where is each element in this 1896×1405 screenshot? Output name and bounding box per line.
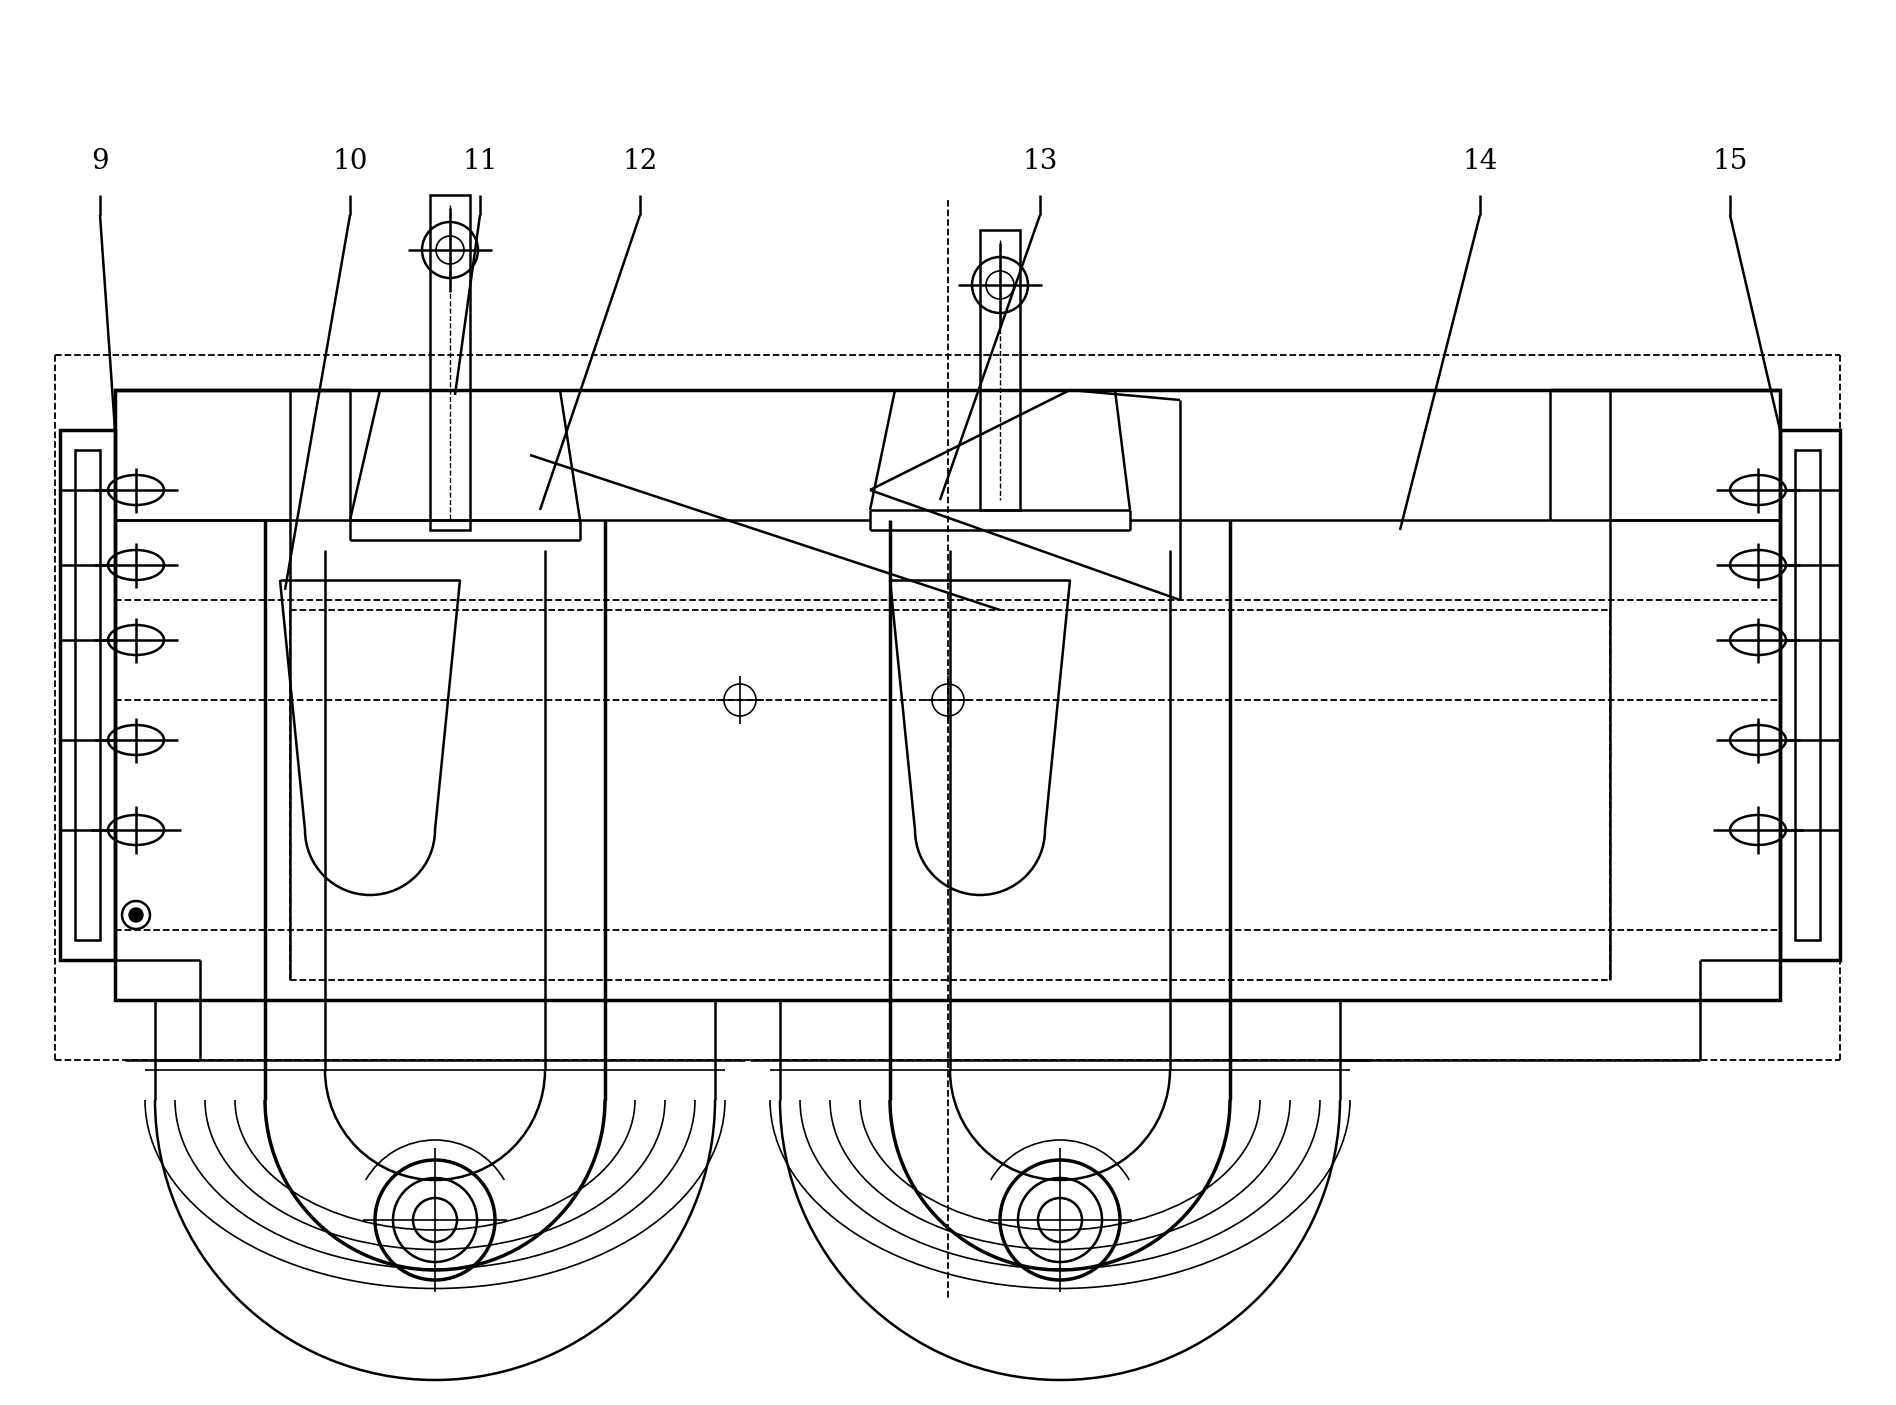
Text: 9: 9 (91, 148, 108, 176)
Bar (61, 430, 116, 960)
Text: 10: 10 (332, 148, 368, 176)
Text: 15: 15 (1712, 148, 1748, 176)
Text: 12: 12 (622, 148, 658, 176)
Bar (76, 450, 100, 940)
Bar (1796, 450, 1820, 940)
Text: 11: 11 (463, 148, 499, 176)
Bar (430, 195, 470, 530)
Bar (1780, 430, 1839, 960)
Text: 14: 14 (1462, 148, 1498, 176)
Circle shape (129, 908, 142, 922)
Text: 13: 13 (1022, 148, 1058, 176)
Bar (980, 230, 1020, 510)
Bar (116, 391, 1780, 1000)
